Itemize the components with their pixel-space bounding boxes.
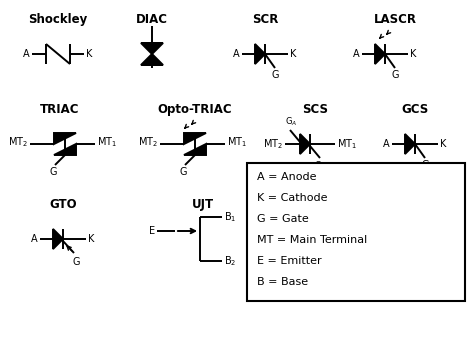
Text: K: K — [440, 139, 447, 149]
Text: MT$_1$: MT$_1$ — [337, 137, 357, 151]
Polygon shape — [141, 43, 163, 54]
Text: G: G — [49, 167, 57, 177]
Text: G: G — [271, 70, 279, 80]
Text: G: G — [72, 257, 80, 267]
Text: Shockley: Shockley — [28, 13, 88, 26]
Polygon shape — [300, 134, 310, 154]
Polygon shape — [141, 54, 163, 65]
Text: G: G — [391, 70, 399, 80]
Polygon shape — [405, 134, 415, 154]
Polygon shape — [255, 44, 265, 64]
Text: A: A — [31, 234, 38, 244]
Polygon shape — [54, 144, 76, 155]
Text: MT = Main Terminal: MT = Main Terminal — [257, 235, 367, 245]
Text: A: A — [23, 49, 30, 59]
Text: DIAC: DIAC — [136, 13, 168, 26]
Text: G = Gate: G = Gate — [257, 214, 309, 224]
Polygon shape — [184, 144, 206, 155]
Text: G: G — [179, 167, 187, 177]
Text: MT$_1$: MT$_1$ — [97, 135, 117, 149]
Text: MT$_1$: MT$_1$ — [227, 135, 247, 149]
Text: A: A — [354, 49, 360, 59]
Text: K: K — [410, 49, 416, 59]
Text: E = Emitter: E = Emitter — [257, 256, 322, 266]
Text: TRIAC: TRIAC — [40, 103, 80, 116]
Text: MT$_2$: MT$_2$ — [8, 135, 28, 149]
Text: Opto-TRIAC: Opto-TRIAC — [158, 103, 232, 116]
Text: LASCR: LASCR — [374, 13, 417, 26]
Text: E: E — [149, 226, 155, 236]
Text: B$_1$: B$_1$ — [224, 210, 237, 224]
Text: K = Cathode: K = Cathode — [257, 193, 328, 203]
Text: K: K — [290, 49, 296, 59]
Text: A: A — [383, 139, 390, 149]
Text: B = Base: B = Base — [257, 277, 308, 287]
Text: UJT: UJT — [192, 198, 214, 211]
Text: SCS: SCS — [302, 103, 328, 116]
Polygon shape — [184, 133, 206, 144]
Polygon shape — [53, 229, 63, 249]
Text: A: A — [233, 49, 240, 59]
Text: MT$_2$: MT$_2$ — [138, 135, 158, 149]
Text: G: G — [421, 160, 429, 170]
FancyBboxPatch shape — [247, 163, 465, 301]
Text: SCR: SCR — [252, 13, 278, 26]
Text: B$_2$: B$_2$ — [224, 254, 237, 268]
Text: GCS: GCS — [401, 103, 428, 116]
Text: GTO: GTO — [49, 198, 77, 211]
Text: K: K — [88, 234, 94, 244]
Text: G$_A$: G$_A$ — [285, 116, 297, 128]
Polygon shape — [375, 44, 385, 64]
Text: G$_K$: G$_K$ — [314, 160, 327, 172]
Text: MT$_2$: MT$_2$ — [263, 137, 283, 151]
Text: A = Anode: A = Anode — [257, 172, 317, 182]
Polygon shape — [54, 133, 76, 144]
Text: K: K — [86, 49, 92, 59]
